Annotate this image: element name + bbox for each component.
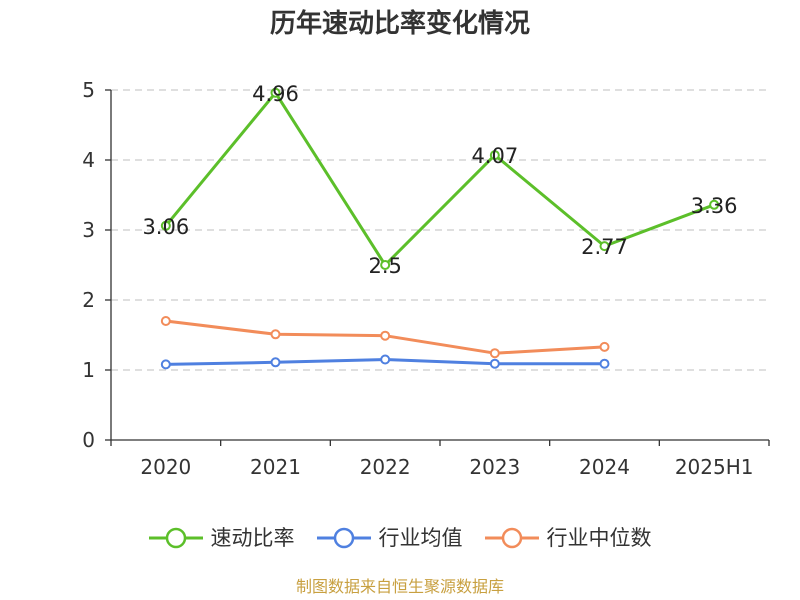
- data-point: [160, 220, 171, 231]
- data-point: [599, 341, 610, 352]
- legend-line-circle-icon: [148, 527, 203, 549]
- x-tick-label: 2021: [250, 455, 301, 479]
- legend-line-circle-icon: [484, 527, 539, 549]
- legend-label: 行业中位数: [546, 526, 652, 550]
- data-point: [489, 348, 500, 359]
- data-point: [160, 316, 171, 326]
- x-tick-label: 2022: [360, 455, 411, 479]
- data-point: [599, 358, 610, 369]
- x-tick-label: 2020: [140, 455, 191, 479]
- y-tick-label: 2: [82, 288, 95, 312]
- data-point: [160, 359, 171, 370]
- x-tick-label: 2024: [579, 455, 630, 479]
- data-point: [270, 329, 281, 340]
- legend-item[interactable]: 速动比率: [148, 524, 295, 552]
- y-tick-label: 3: [82, 218, 95, 242]
- data-point: [380, 330, 391, 341]
- data-label: 3.06: [142, 215, 189, 239]
- data-label: 3.36: [691, 194, 738, 218]
- data-point: [270, 357, 281, 368]
- data-point: [489, 150, 500, 161]
- x-tick-label: 2023: [469, 455, 520, 479]
- data-point: [270, 87, 281, 98]
- x-tick-label: 2025H1: [675, 455, 754, 479]
- y-tick-label: 4: [82, 148, 95, 172]
- data-point: [380, 260, 391, 270]
- chart-title: 历年速动比率变化情况: [269, 9, 530, 39]
- data-point: [599, 241, 610, 252]
- legend-item[interactable]: 行业均值: [316, 524, 463, 552]
- chart-legend: 速动比率 行业均值 行业中位数: [0, 518, 800, 558]
- legend-line-circle-icon: [316, 527, 371, 549]
- data-point: [380, 354, 391, 365]
- y-tick-label: 5: [82, 78, 95, 102]
- data-label: 4.07: [471, 144, 518, 168]
- y-tick-label: 1: [82, 358, 95, 382]
- y-tick-label: 0: [82, 428, 95, 452]
- data-label: 4.96: [252, 82, 299, 106]
- legend-label: 速动比率: [210, 526, 295, 550]
- series-line: [164, 91, 715, 267]
- data-point: [489, 358, 500, 369]
- legend-label: 行业均值: [378, 526, 463, 550]
- data-point: [709, 199, 720, 210]
- data-label: 2.77: [581, 235, 628, 259]
- legend-item[interactable]: 行业中位数: [484, 524, 652, 552]
- data-label: 2.5: [368, 254, 401, 278]
- source-footer: 制图数据来自恒生聚源数据库: [295, 577, 504, 596]
